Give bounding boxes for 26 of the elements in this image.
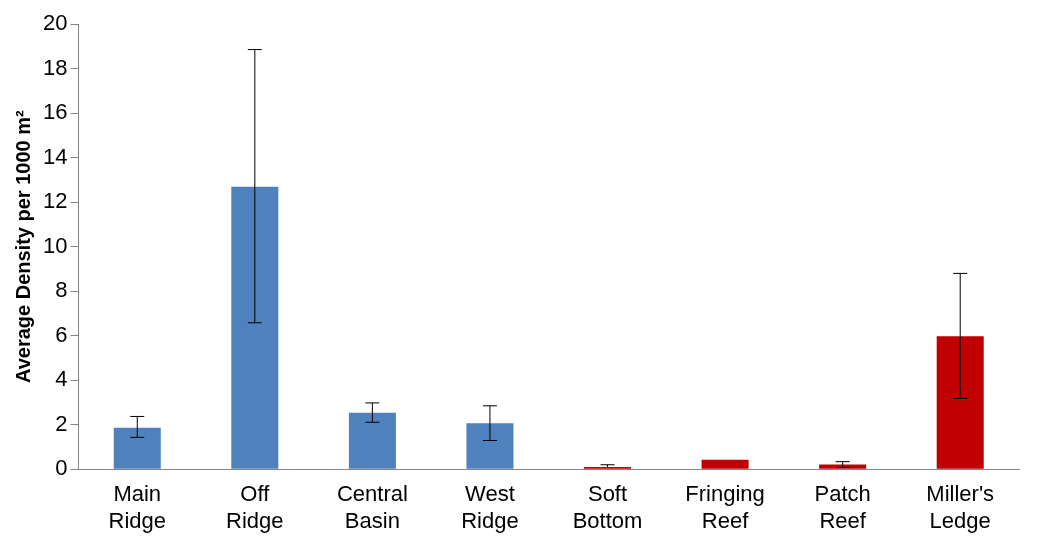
x-tick-label: Soft Bottom — [572, 481, 643, 533]
bar — [701, 459, 749, 469]
y-tick-label: 8 — [55, 277, 68, 303]
x-tick-label: Patch Reef — [814, 481, 871, 533]
y-tick-label: 16 — [42, 99, 68, 125]
y-tick-label: 0 — [55, 455, 68, 481]
x-tick-label: Central Basin — [336, 481, 408, 533]
y-tick-label: 4 — [55, 366, 68, 392]
bar — [113, 427, 161, 469]
y-tick-label: 2 — [55, 410, 68, 436]
y-tick-label: 10 — [42, 232, 68, 258]
y-tick-label: 12 — [42, 188, 68, 214]
x-tick-label: West Ridge — [461, 481, 519, 533]
bar — [231, 186, 279, 469]
x-tick-label: Off Ridge — [226, 481, 284, 533]
x-tick-label: Fringing Reef — [685, 481, 765, 533]
x-tick-label: Miller's Ledge — [926, 481, 995, 533]
bar — [466, 423, 514, 469]
bar — [936, 336, 984, 469]
x-tick-label: Main Ridge — [108, 481, 166, 533]
y-tick-label: 20 — [42, 10, 68, 36]
y-axis-title: Average Density per 1000 m² — [11, 110, 34, 384]
y-tick-label: 14 — [42, 143, 68, 169]
bar — [348, 412, 396, 469]
y-tick-label: 18 — [42, 54, 68, 80]
y-tick-label: 6 — [55, 321, 68, 347]
